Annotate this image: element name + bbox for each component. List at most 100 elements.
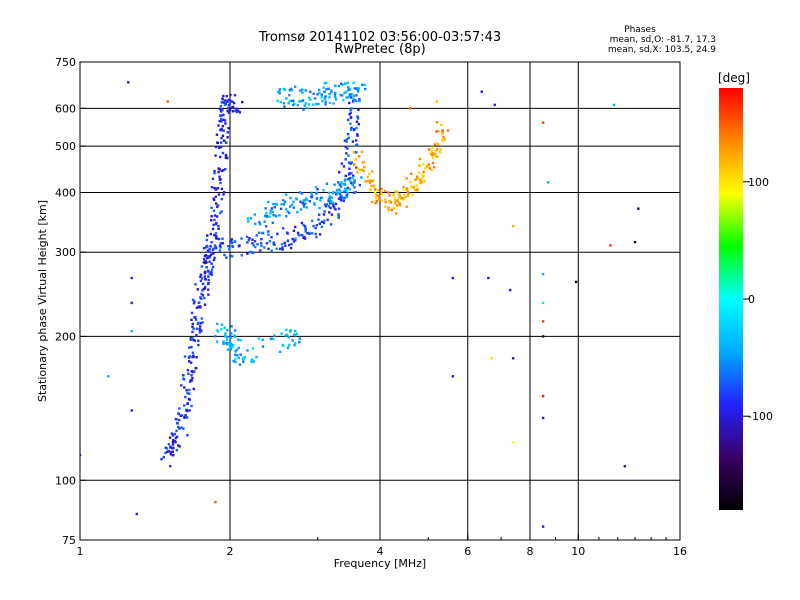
data-point [210, 215, 213, 218]
data-point [347, 87, 351, 90]
data-point [186, 391, 189, 395]
data-point [293, 102, 296, 105]
data-point [348, 113, 351, 116]
data-point [356, 115, 359, 118]
data-point [289, 246, 293, 250]
data-point [183, 404, 186, 407]
data-point [283, 88, 287, 92]
data-point [281, 248, 284, 251]
data-point [250, 358, 254, 361]
data-point [623, 465, 627, 468]
data-point [251, 238, 254, 241]
data-point [609, 244, 612, 247]
data-point [320, 225, 324, 229]
data-point [227, 98, 230, 102]
data-point [343, 91, 346, 95]
data-point [275, 203, 279, 206]
data-point [292, 229, 296, 233]
data-point [328, 211, 331, 214]
data-point [430, 149, 434, 153]
data-point [344, 158, 347, 161]
data-point [226, 156, 229, 160]
data-point [222, 193, 225, 196]
data-point [416, 187, 419, 190]
data-point [289, 205, 292, 208]
data-point [209, 232, 213, 236]
data-point [387, 206, 390, 209]
data-point [214, 202, 218, 205]
x-axis-ticks: 1 2 4 6 8 10 16 [77, 534, 687, 558]
data-point [218, 244, 222, 248]
data-point [336, 191, 339, 195]
data-point [218, 119, 221, 123]
data-point [288, 99, 291, 103]
data-point [165, 450, 169, 454]
data-point [205, 238, 209, 242]
data-point [228, 345, 232, 349]
data-point [282, 199, 285, 202]
data-point [302, 236, 305, 240]
data-point [230, 238, 234, 241]
data-point [268, 239, 272, 243]
data-point [430, 168, 434, 172]
data-point [203, 296, 206, 300]
data-point [327, 87, 330, 90]
data-point [213, 214, 217, 217]
data-point [233, 335, 237, 338]
data-point [309, 90, 312, 94]
data-point [192, 338, 195, 342]
data-point [441, 133, 444, 136]
data-point [297, 100, 301, 103]
data-point [228, 104, 231, 107]
data-point [229, 334, 232, 338]
data-point [220, 137, 223, 140]
data-point [612, 103, 616, 107]
data-point [406, 194, 410, 197]
data-point [431, 161, 435, 165]
data-point [392, 194, 396, 197]
data-point [220, 328, 223, 331]
data-point [216, 330, 220, 333]
data-point [238, 111, 242, 114]
data-point [347, 154, 350, 157]
data-point [421, 173, 424, 177]
data-point [380, 193, 384, 196]
data-point [317, 102, 320, 106]
data-point [324, 100, 327, 103]
data-point [296, 104, 300, 107]
data-point [290, 242, 293, 246]
data-point [233, 94, 237, 97]
data-point [541, 525, 545, 528]
x-axis-label: Frequency [MHz] [334, 557, 426, 570]
data-point [351, 183, 354, 187]
data-point [260, 238, 263, 241]
data-point [257, 337, 261, 340]
data-point [213, 169, 216, 173]
data-point [203, 254, 207, 258]
data-point [364, 87, 367, 91]
data-point [346, 81, 349, 85]
data-point [435, 130, 438, 133]
data-point [237, 109, 240, 112]
data-point [213, 186, 216, 190]
data-point [283, 200, 287, 204]
data-point [283, 105, 286, 108]
data-point [352, 94, 356, 97]
data-point [352, 128, 356, 132]
data-point [345, 137, 349, 141]
data-point [284, 334, 288, 337]
data-point [490, 357, 493, 360]
data-point [187, 346, 191, 349]
data-point [339, 199, 343, 202]
data-point [320, 93, 323, 96]
data-point [289, 329, 292, 332]
data-point [282, 102, 286, 105]
data-point [404, 195, 407, 198]
y-tick-label: 100 [55, 474, 76, 487]
data-point [160, 457, 163, 461]
data-point [337, 181, 340, 184]
data-point [187, 360, 191, 363]
data-point [222, 118, 225, 122]
data-point [480, 90, 483, 93]
data-point [219, 177, 222, 181]
